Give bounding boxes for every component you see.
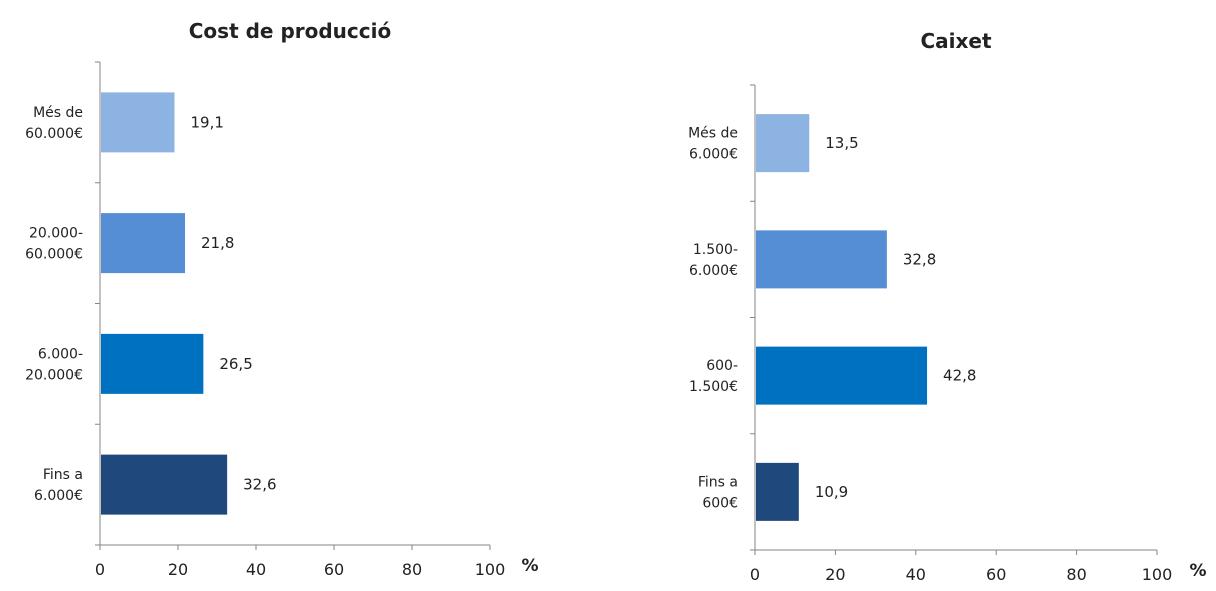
category-label: 60.000€ (25, 126, 83, 142)
bar-value-label: 10,9 (815, 483, 848, 501)
bar (101, 213, 186, 274)
category-label: 1.500- (693, 242, 738, 258)
category-label: 20.000- (29, 226, 83, 242)
x-tick-label: 20 (168, 560, 188, 579)
x-tick-label: 0 (95, 560, 105, 579)
chart-cost-produccio: Cost de producció 0 20 40 60 80 100% 19,1 Més de… (0, 0, 608, 587)
x-tick-label: 80 (402, 560, 422, 579)
category-label: 6.000€ (34, 488, 83, 504)
category-label: 600€ (702, 495, 738, 511)
x-tick-label: 20 (825, 565, 845, 584)
x-tick-label: 40 (906, 565, 926, 584)
bar-value-label: 21,8 (201, 234, 234, 252)
category-label: 20.000€ (25, 367, 83, 383)
bar-value-label: 13,5 (825, 134, 858, 152)
bar-value-label: 26,5 (219, 355, 252, 373)
x-tick-label: 80 (1066, 565, 1086, 584)
category-label: Més de (33, 105, 83, 121)
bar (101, 333, 204, 394)
category-label: 1.500€ (689, 379, 738, 395)
x-tick-label: 40 (246, 560, 266, 579)
bar-value-label: 32,6 (243, 476, 276, 494)
bar (756, 462, 799, 521)
category-label: 6.000- (38, 346, 83, 362)
chart-title: Cost de producció (189, 19, 391, 43)
chart-title: Caixet (920, 29, 991, 53)
bar-value-label: 19,1 (190, 113, 223, 131)
category-label: 60.000€ (25, 247, 83, 263)
bar-value-label: 32,8 (903, 250, 936, 268)
x-unit-label: % (1189, 561, 1206, 581)
category-label: Fins a (43, 467, 83, 483)
x-unit-label: % (521, 556, 538, 576)
bar (101, 454, 228, 515)
bar (756, 114, 810, 173)
bar (756, 230, 887, 289)
category-label: Fins a (698, 474, 738, 490)
x-tick-label: 0 (750, 565, 760, 584)
category-label: 600- (706, 358, 738, 374)
category-label: 6.000€ (689, 263, 738, 279)
chart-caixet-svg: Caixet 0 20 40 60 80 100 % 13,5 Més de 6.000€ 32,8 1… (688, 29, 1206, 584)
category-label: Més de (688, 126, 738, 142)
category-label: 6.000€ (689, 147, 738, 163)
bar (756, 346, 928, 405)
chart-caixet: Caixet 0 20 40 60 80 100% 13,5 Més de 6.000€ 32,8 1… (608, 0, 1216, 587)
chart-cost-produccio-svg: Cost de producció 0 20 40 60 80 100 % 19,1 Més de… (25, 19, 538, 579)
x-tick-label: 100 (1142, 565, 1173, 584)
bar-value-label: 42,8 (943, 367, 976, 385)
x-tick-label: 60 (986, 565, 1006, 584)
x-tick-label: 100 (475, 560, 506, 579)
x-tick-label: 60 (324, 560, 344, 579)
bar (101, 92, 175, 153)
